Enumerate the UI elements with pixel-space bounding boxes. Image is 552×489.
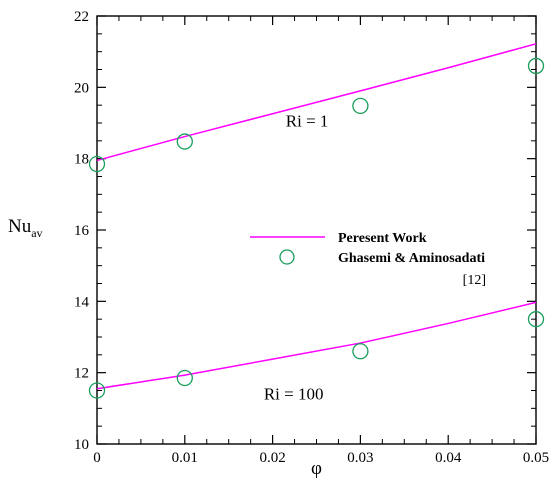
x-tick-label: 0.04 xyxy=(435,450,462,466)
series-point-ghasemi-ri1 xyxy=(352,97,369,115)
y-tick-label: 12 xyxy=(74,366,89,382)
series-point-ghasemi-ri100 xyxy=(352,343,369,360)
annotation-label: Ri = 1 xyxy=(286,112,329,131)
series-line-present-work-ri100 xyxy=(96,301,537,390)
x-tick-label: 0.01 xyxy=(172,450,198,466)
series-point-ghasemi-ri100 xyxy=(527,311,545,328)
y-tick-label: 16 xyxy=(74,223,90,239)
annotation-label: Ri = 100 xyxy=(264,384,324,403)
x-tick-label: 0 xyxy=(93,450,101,466)
series-point-ghasemi-ri1 xyxy=(176,133,193,150)
series-layer xyxy=(88,43,545,399)
y-tick-label: 18 xyxy=(74,152,89,168)
y-tick-label: 10 xyxy=(74,437,89,453)
series-point-ghasemi-ri1 xyxy=(88,155,106,173)
legend-reference: [12] xyxy=(463,273,486,288)
y-axis-label: Nuav xyxy=(8,216,43,240)
x-tick-label: 0.05 xyxy=(523,450,549,466)
y-tick-label: 22 xyxy=(74,9,89,25)
y-tick-label: 14 xyxy=(74,294,90,310)
legend-label-present-work: Peresent Work xyxy=(338,231,427,246)
legend: Peresent Work Ghasemi & Aminosadati [12] xyxy=(250,231,486,288)
x-tick-label: 0.03 xyxy=(347,450,373,466)
series-point-ghasemi-ri1 xyxy=(527,57,545,75)
ticks-layer: 0 0.01 0.02 0.03 0.04 0.05 10 12 14 16 18 20 22 xyxy=(74,9,549,466)
series-point-ghasemi-ri100 xyxy=(176,369,193,387)
plot-frame xyxy=(96,15,537,445)
series-point-ghasemi-ri100 xyxy=(88,382,106,399)
y-axis-label-main: Nu xyxy=(8,216,32,237)
legend-label-ghasemi-aminosadati: Ghasemi & Aminosadati xyxy=(338,251,485,266)
annotation-layer: Ri = 1 Ri = 100 xyxy=(264,112,329,404)
series-line-present-work-ri1 xyxy=(96,43,537,162)
x-tick-label: 0.02 xyxy=(259,450,285,466)
legend-marker-swatch xyxy=(279,249,295,265)
x-axis-label: φ xyxy=(311,458,322,479)
y-tick-label: 20 xyxy=(74,80,89,96)
y-axis-label-subscript: av xyxy=(31,226,42,240)
